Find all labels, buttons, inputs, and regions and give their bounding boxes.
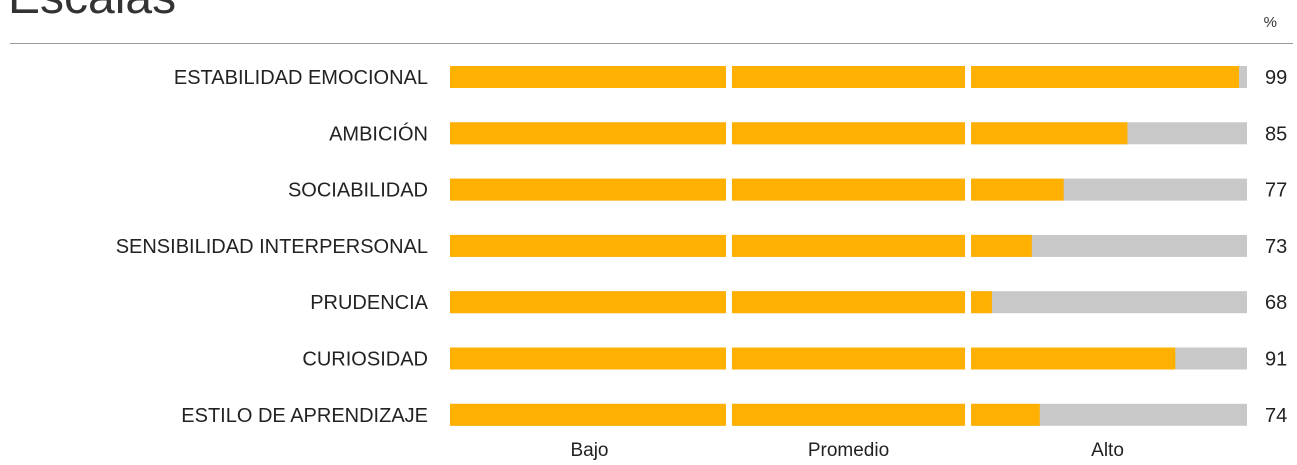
band-separator [725,346,732,371]
band-label: Alto [1091,440,1124,461]
value-label: 85 [1265,123,1287,145]
band-separator [725,402,732,427]
category-label: ESTILO DE APRENDIZAJE [181,405,428,427]
band-separator [965,290,972,315]
band-separator [965,65,972,89]
value-label: 99 [1265,67,1287,89]
band-separator [725,177,732,202]
band-separator [965,233,972,258]
bar-fill [450,347,1176,370]
band-separator [965,402,972,427]
band-label: Bajo [570,440,608,461]
value-label: 74 [1265,405,1287,427]
band-separator [725,290,732,315]
value-label: 68 [1265,292,1287,314]
band-separator [725,233,732,258]
band-label: Promedio [808,440,889,461]
page-title: Escalas [8,0,176,26]
band-separator [965,346,972,371]
category-label: SOCIABILIDAD [288,180,428,202]
unit-label: % [1263,14,1277,31]
bar-fill [450,291,992,314]
value-label: 77 [1265,180,1287,202]
bar-fill [450,403,1040,426]
category-label: AMBICIÓN [329,122,428,145]
value-label: 73 [1265,236,1287,258]
band-separator [965,121,972,146]
category-label: CURIOSIDAD [302,349,428,371]
bar-fill [450,66,1240,88]
band-separator [965,177,972,202]
band-separator [725,121,732,146]
category-label: ESTABILIDAD EMOCIONAL [174,67,428,89]
bar-fill [450,122,1128,145]
value-label: 91 [1265,349,1287,371]
category-label: SENSIBILIDAD INTERPERSONAL [116,236,428,258]
category-label: PRUDENCIA [310,292,428,314]
bar-fill [450,178,1064,201]
bar-fill [450,234,1032,257]
band-separator [725,65,732,89]
title-divider [10,43,1293,44]
